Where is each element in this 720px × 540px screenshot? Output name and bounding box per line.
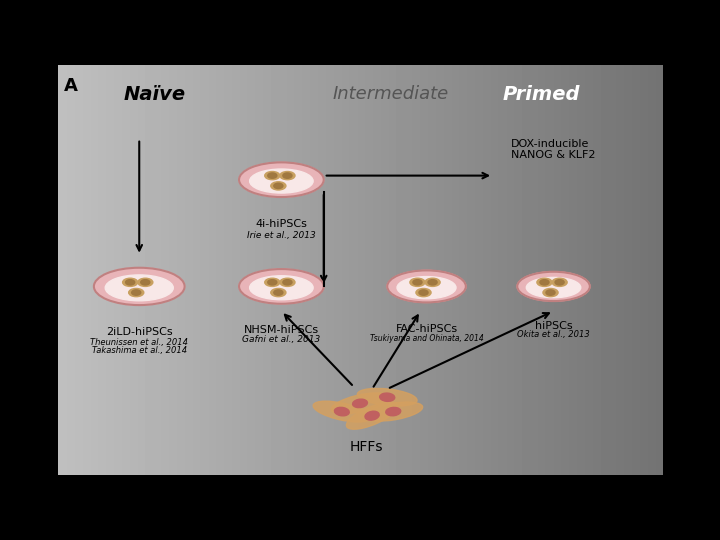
Ellipse shape <box>129 288 144 296</box>
Ellipse shape <box>543 288 558 296</box>
Ellipse shape <box>239 269 324 304</box>
Text: hiPSCs: hiPSCs <box>535 321 572 332</box>
Ellipse shape <box>265 278 280 286</box>
Ellipse shape <box>335 407 349 416</box>
Text: NHSM-hiPSCs: NHSM-hiPSCs <box>244 326 319 335</box>
Ellipse shape <box>250 169 313 193</box>
Text: Okita et al., 2013: Okita et al., 2013 <box>517 330 590 339</box>
Ellipse shape <box>331 393 389 414</box>
Ellipse shape <box>94 268 184 305</box>
Ellipse shape <box>353 399 367 408</box>
Ellipse shape <box>274 183 283 188</box>
Ellipse shape <box>386 407 401 416</box>
Ellipse shape <box>132 290 141 295</box>
Text: Tsukiyama and Ohinata, 2014: Tsukiyama and Ohinata, 2014 <box>369 334 483 342</box>
Text: Copyright © 2017 Elsevier Inc. Terms and Conditions: Copyright © 2017 Elsevier Inc. Terms and… <box>168 459 427 469</box>
Ellipse shape <box>346 402 398 429</box>
Ellipse shape <box>265 172 280 180</box>
Ellipse shape <box>419 290 428 295</box>
Ellipse shape <box>387 271 466 302</box>
Text: 2iLD-hiPSCs: 2iLD-hiPSCs <box>106 327 173 338</box>
Text: Theunissen et al., 2014: Theunissen et al., 2014 <box>90 338 188 347</box>
Ellipse shape <box>517 272 590 301</box>
Text: DOX-inducible
NANOG & KLF2: DOX-inducible NANOG & KLF2 <box>511 139 595 160</box>
Ellipse shape <box>428 280 437 285</box>
Ellipse shape <box>268 280 276 285</box>
Ellipse shape <box>280 172 295 180</box>
Text: P R E S S: P R E S S <box>107 461 138 467</box>
Ellipse shape <box>138 278 153 286</box>
Ellipse shape <box>546 290 555 295</box>
Ellipse shape <box>239 163 324 197</box>
Ellipse shape <box>280 278 295 286</box>
Ellipse shape <box>555 280 564 285</box>
Text: Gafni et al., 2013: Gafni et al., 2013 <box>242 335 320 344</box>
Ellipse shape <box>364 402 423 421</box>
Ellipse shape <box>410 278 425 286</box>
Text: HFFs: HFFs <box>349 440 383 454</box>
Ellipse shape <box>397 276 456 299</box>
Ellipse shape <box>125 280 135 285</box>
Ellipse shape <box>274 290 283 295</box>
Text: FAC-hiPSCs: FAC-hiPSCs <box>395 324 458 334</box>
Ellipse shape <box>413 280 422 285</box>
Text: Irie et al., 2013: Irie et al., 2013 <box>247 231 316 240</box>
Text: Figure 4: Figure 4 <box>338 79 400 94</box>
Ellipse shape <box>271 288 286 296</box>
Ellipse shape <box>357 388 417 406</box>
Ellipse shape <box>379 393 395 401</box>
Ellipse shape <box>105 275 174 301</box>
Text: Primed: Primed <box>503 85 580 104</box>
Text: A: A <box>63 77 78 95</box>
Ellipse shape <box>540 280 549 285</box>
Ellipse shape <box>122 278 138 286</box>
Ellipse shape <box>271 182 286 190</box>
Ellipse shape <box>537 278 552 286</box>
Ellipse shape <box>250 276 313 300</box>
Ellipse shape <box>268 173 276 178</box>
Text: Naïve: Naïve <box>123 85 186 104</box>
Text: Intermediate: Intermediate <box>332 85 449 103</box>
Ellipse shape <box>425 278 440 286</box>
Ellipse shape <box>141 280 150 285</box>
Ellipse shape <box>283 280 292 285</box>
Ellipse shape <box>313 401 371 422</box>
Text: Takashima et al., 2014: Takashima et al., 2014 <box>91 346 186 355</box>
Text: 4i-hiPSCs: 4i-hiPSCs <box>256 219 307 229</box>
Text: Cell: Cell <box>107 440 166 468</box>
Ellipse shape <box>365 411 379 420</box>
Ellipse shape <box>526 278 581 298</box>
Ellipse shape <box>552 278 567 286</box>
Text: Cell 2017 168, 473-486.e15DOI: (10.1016/j.cell.2016.12.035): Cell 2017 168, 473-486.e15DOI: (10.1016/… <box>168 451 466 461</box>
Ellipse shape <box>416 288 431 296</box>
Ellipse shape <box>283 173 292 178</box>
